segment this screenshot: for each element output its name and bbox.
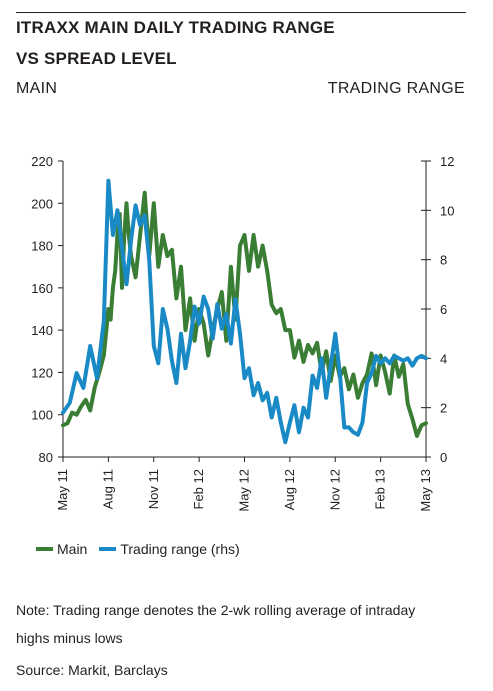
- chart-title-line2: VS SPREAD LEVEL: [16, 49, 177, 68]
- note-line1: Note: Trading range denotes the 2-wk rol…: [16, 602, 416, 618]
- legend-swatch-main: [36, 547, 53, 551]
- source-line: Source: Markit, Barclays: [16, 662, 168, 678]
- top-rule: [16, 12, 466, 13]
- left-tick-label: 140: [31, 323, 53, 338]
- legend-label-main: Main: [57, 541, 88, 557]
- right-tick-label: 10: [440, 203, 454, 218]
- line-chart: 80 100 120 140 160 180 200 220 0 2 4 6 8 10 12 May 11 Au…: [31, 154, 454, 512]
- x-tick-label: May 12: [237, 469, 252, 512]
- left-tick-label: 80: [39, 450, 53, 465]
- left-tick-label: 200: [31, 196, 53, 211]
- left-tick-label: 100: [31, 408, 53, 423]
- right-tick-label: 12: [440, 154, 454, 169]
- x-tick-label: Aug 11: [100, 469, 115, 509]
- right-tick-label: 6: [440, 302, 447, 317]
- x-tick-label: Nov 12: [327, 469, 342, 510]
- x-tick-label: Feb 12: [191, 469, 206, 509]
- x-tick-label: Feb 13: [373, 469, 388, 509]
- note-line2: highs minus lows: [16, 630, 123, 646]
- left-tick-label: 160: [31, 281, 53, 296]
- left-tick-label: 120: [31, 365, 53, 380]
- left-tick-label: 220: [31, 154, 53, 169]
- right-tick-label: 0: [440, 450, 447, 465]
- right-tick-label: 8: [440, 253, 447, 268]
- right-tick-label: 4: [440, 351, 447, 366]
- x-tick-label: Nov 11: [146, 469, 161, 509]
- chart-legend: Main Trading range (rhs): [36, 541, 252, 557]
- legend-item-main: Main: [36, 541, 87, 557]
- x-tick-label: May 11: [55, 469, 70, 511]
- chart-title-line1: ITRAXX MAIN DAILY TRADING RANGE: [16, 18, 335, 37]
- series-line-trading-range: [61, 178, 428, 445]
- legend-item-range: Trading range (rhs): [99, 541, 240, 557]
- legend-label-range: Trading range (rhs): [120, 541, 240, 557]
- right-tick-label: 2: [440, 401, 447, 416]
- series-line-main: [61, 190, 428, 438]
- left-tick-label: 180: [31, 239, 53, 254]
- x-tick-label: Aug 12: [282, 469, 297, 510]
- legend-swatch-range: [99, 547, 117, 551]
- right-axis-title: TRADING RANGE: [327, 80, 465, 97]
- left-axis-title: MAIN: [16, 80, 58, 97]
- x-tick-label: May 13: [418, 469, 433, 512]
